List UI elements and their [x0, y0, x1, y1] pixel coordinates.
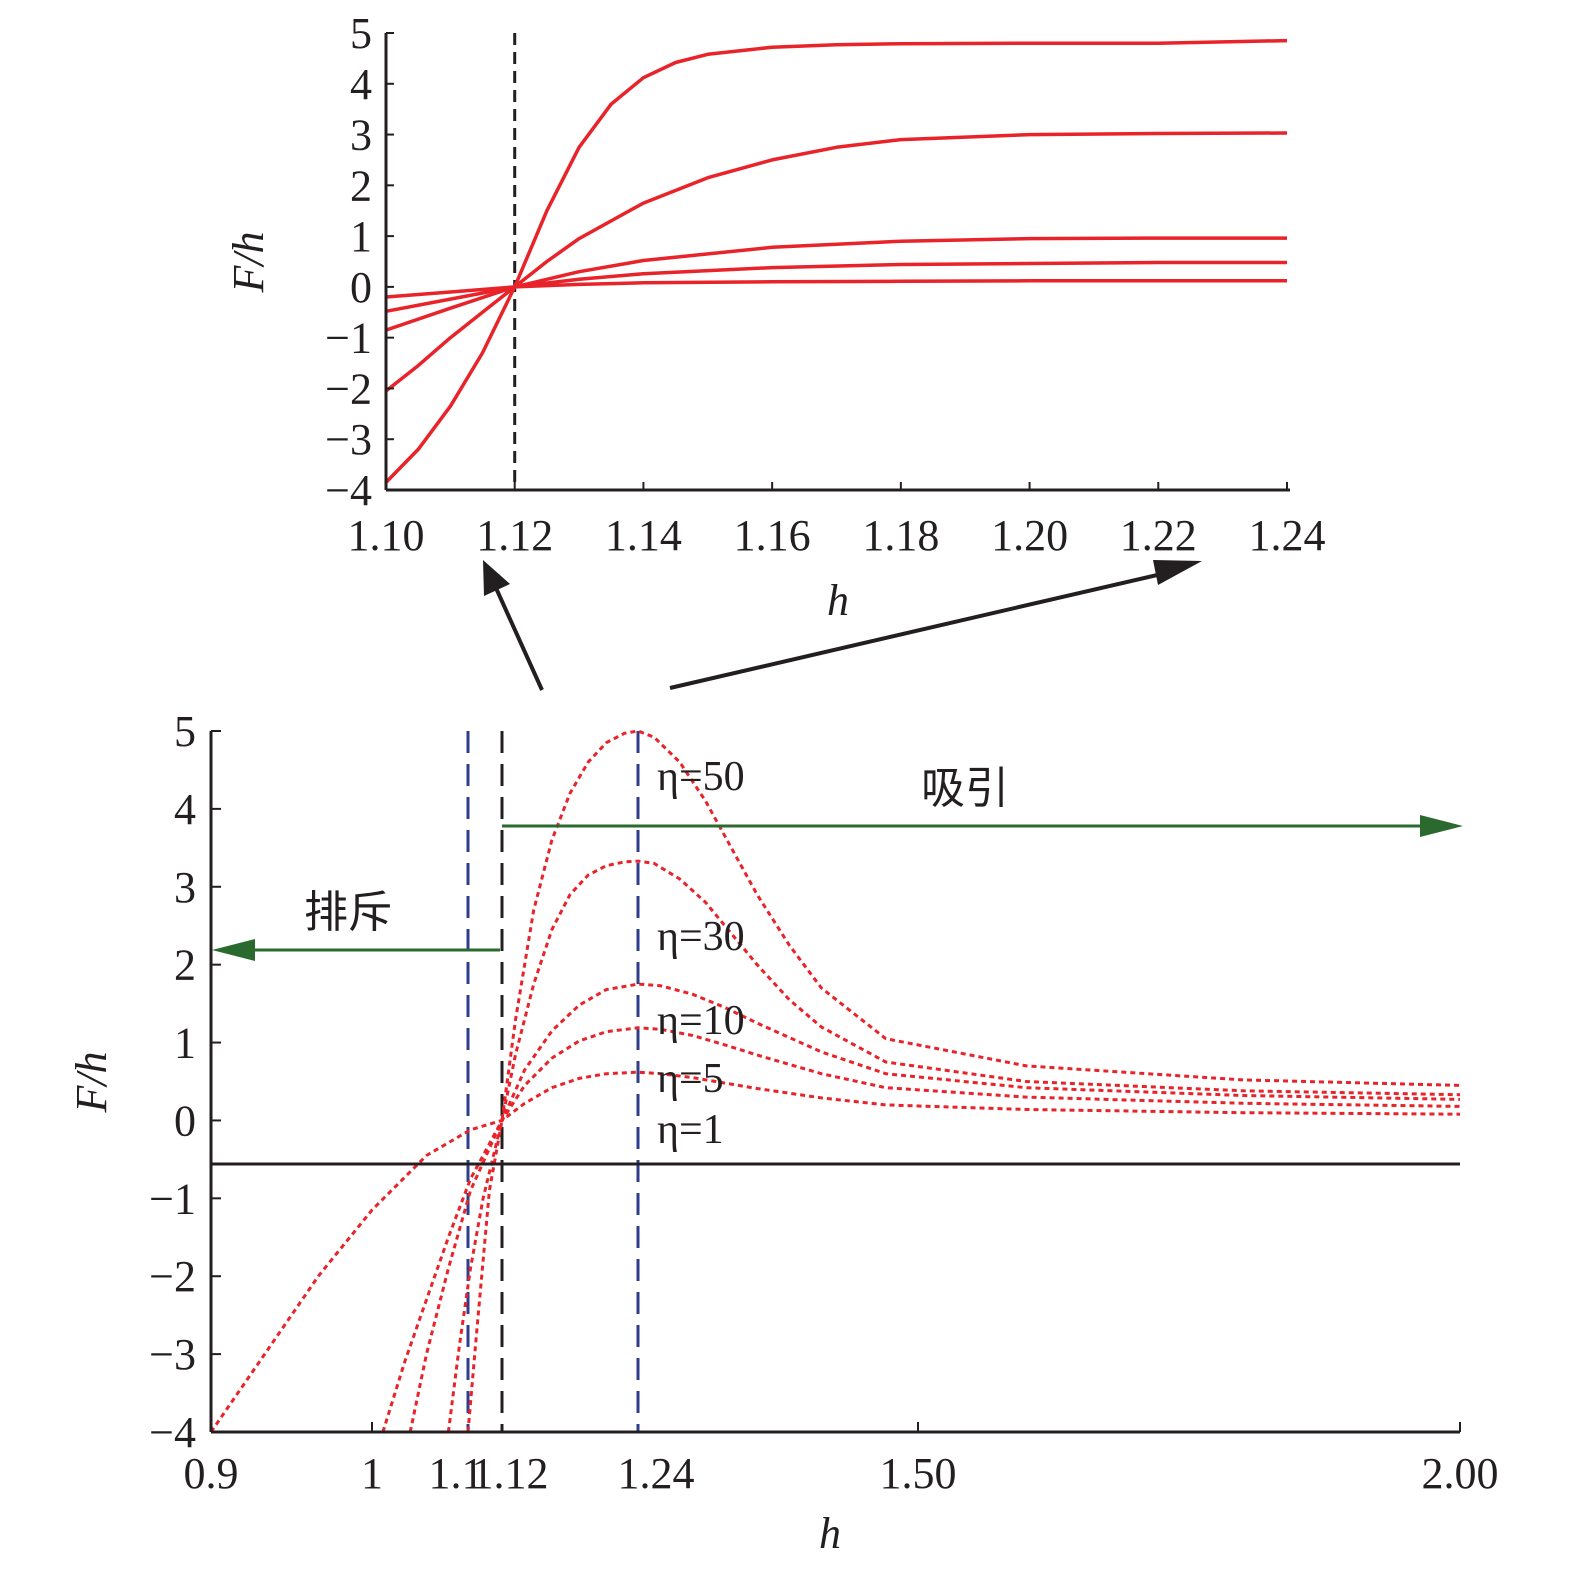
inset-x-tick-label: 1.14 — [605, 511, 682, 560]
main-y-tick-label: 3 — [174, 863, 196, 912]
inset-y-tick-label: −3 — [325, 415, 372, 464]
main-y-tick-label: −2 — [149, 1252, 196, 1301]
main-series-line-4 — [381, 1026, 1461, 1433]
zoom-arrow-left — [494, 587, 544, 691]
inset-x-tick-label: 1.16 — [734, 511, 811, 560]
inset-series-line-3 — [385, 236, 1287, 332]
main-y-tick-label: 0 — [174, 1096, 196, 1145]
main-x-tick-label: 1 — [361, 1449, 383, 1498]
inset-x-tick-label: 1.20 — [991, 511, 1068, 560]
inset-y-tick-label: 4 — [350, 60, 372, 109]
repulsion-arrow-head — [212, 939, 255, 961]
inset-series-line-2 — [384, 131, 1288, 393]
main-reference-lines — [466, 731, 640, 1432]
series-label-eta-50: η=50 — [657, 754, 745, 800]
main-x-tick-label: 2.00 — [1422, 1449, 1499, 1498]
inset-series-line-5 — [385, 279, 1287, 299]
attraction-label: 吸引 — [921, 763, 1009, 814]
main-series-line-3 — [408, 982, 1461, 1433]
inset-chart: 1.10 1.12 1.14 1.16 1.18 1.20 1.22 1.24 −4−3−2−… — [224, 9, 1326, 625]
inset-x-tick-label: 1.18 — [862, 511, 939, 560]
main-x-tick-label: 1.24 — [618, 1449, 695, 1498]
inset-x-tick-label: 1.10 — [348, 511, 425, 560]
main-x-ticks: 0.9 1 1.11.12 1.24 1.50 2.00 — [184, 1422, 1499, 1498]
main-x-tick-label: 1.1 — [429, 1449, 484, 1498]
main-y-tick-label: −3 — [149, 1330, 196, 1379]
main-y-axis-title: F/h — [67, 1051, 116, 1113]
zoom-arrows — [483, 560, 1202, 691]
inset-x-tick-label: 1.12 — [476, 511, 553, 560]
inset-y-tick-label: −2 — [325, 364, 372, 413]
inset-y-tick-label: 0 — [350, 263, 372, 312]
inset-series-line-1 — [384, 38, 1288, 484]
inset-x-axis-title: h — [827, 576, 849, 625]
main-y-tick-label: 2 — [174, 941, 196, 990]
main-x-tick-label: 0.9 — [184, 1449, 239, 1498]
main-x-tick-label: 1.50 — [880, 1449, 957, 1498]
inset-y-tick-label: −1 — [325, 314, 372, 363]
main-series-line-2 — [446, 859, 1461, 1433]
inset-x-tick-label: 1.22 — [1120, 511, 1197, 560]
zoom-arrow-left-head — [483, 560, 510, 596]
series-label-eta-1: η=1 — [657, 1107, 724, 1153]
main-x-tick-label: 1.12 — [472, 1449, 549, 1498]
attraction-arrow-head — [1420, 815, 1463, 837]
inset-series-group — [384, 38, 1288, 484]
series-label-eta-5: η=5 — [657, 1056, 724, 1102]
main-y-tick-label: 4 — [174, 785, 196, 834]
main-series-group — [209, 729, 1461, 1433]
main-x-axis-title: h — [819, 1509, 841, 1558]
main-y-tick-label: −4 — [149, 1408, 196, 1457]
main-y-ticks: −4 −3 −2 −1 0 1 2 3 4 5 — [149, 707, 221, 1457]
zoom-arrow-right-head — [1153, 560, 1202, 585]
series-label-eta-10: η=10 — [657, 998, 745, 1044]
repulsion-label: 排斥 — [304, 887, 392, 938]
series-label-eta-30: η=30 — [657, 914, 745, 960]
main-y-tick-label: 1 — [174, 1019, 196, 1068]
main-chart: 0.9 1 1.11.12 1.24 1.50 2.00 −4 −3 −2 −1 0 1 2 3 4 5 h… — [67, 707, 1499, 1558]
inset-y-axis-title: F/h — [224, 231, 273, 293]
main-series-line-5 — [209, 1070, 1461, 1433]
inset-series-line-4 — [385, 260, 1287, 314]
inset-y-tick-label: 3 — [350, 111, 372, 160]
zoom-arrow-right — [669, 570, 1171, 690]
main-series-line-1 — [466, 729, 1461, 1433]
main-y-tick-label: 5 — [174, 707, 196, 756]
inset-y-tick-label: 5 — [350, 9, 372, 58]
inset-x-tick-label: 1.24 — [1249, 511, 1326, 560]
main-y-tick-label: −1 — [149, 1174, 196, 1223]
inset-x-ticks: 1.10 1.12 1.14 1.16 1.18 1.20 1.22 1.24 — [348, 482, 1326, 560]
inset-y-tick-label: −4 — [325, 466, 372, 515]
inset-y-tick-label: 1 — [350, 212, 372, 261]
inset-y-tick-label: 2 — [350, 161, 372, 210]
